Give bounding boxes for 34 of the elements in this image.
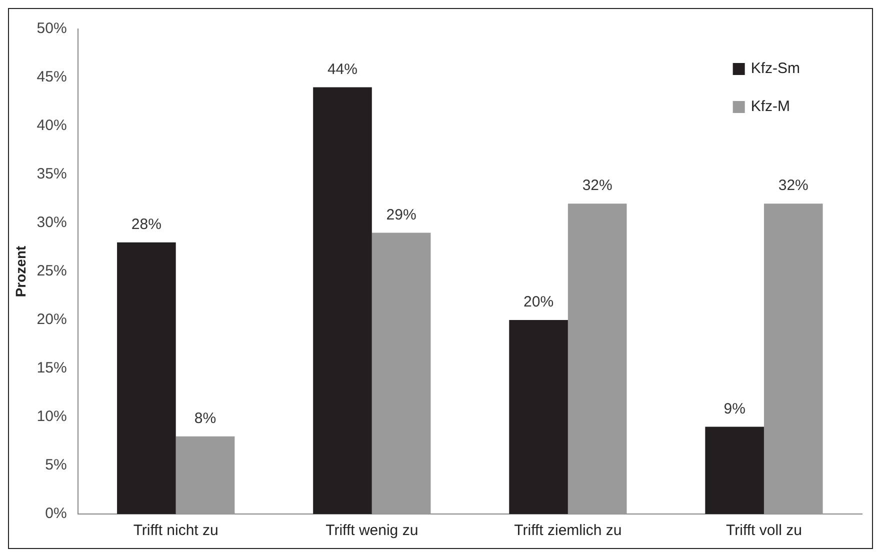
x-tick-label: Trifft voll zu (726, 522, 802, 540)
bar (372, 232, 431, 514)
y-tick-label: 15% (36, 360, 67, 377)
y-axis-title: Prozent (12, 245, 28, 298)
data-label: 28% (131, 216, 162, 234)
bar (176, 436, 235, 514)
x-tick-label: Trifft nicht zu (133, 522, 218, 540)
data-label: 32% (778, 177, 808, 194)
y-tick-label: 40% (36, 117, 67, 134)
x-tick-label: Trifft ziemlich zu (514, 522, 622, 540)
y-tick-label: 0% (45, 505, 67, 522)
bar (313, 87, 372, 514)
data-label: 29% (386, 206, 416, 224)
y-tick-label: 45% (36, 68, 67, 86)
legend-label: Kfz-Sm (750, 60, 800, 78)
bar (509, 320, 568, 514)
data-label: 8% (194, 410, 216, 428)
y-tick-label: 30% (36, 214, 67, 232)
data-label: 20% (524, 294, 554, 311)
data-label: 44% (327, 60, 358, 78)
bar (764, 204, 823, 514)
y-tick-label: 25% (36, 262, 67, 280)
legend-label: Kfz-M (750, 98, 790, 116)
y-tick-label: 50% (36, 20, 67, 38)
data-label: 9% (724, 400, 746, 418)
y-tick-label: 35% (36, 166, 67, 183)
bar (117, 242, 176, 514)
bar (705, 426, 764, 514)
y-tick-label: 5% (45, 456, 67, 474)
data-label: 32% (582, 177, 612, 194)
bar (568, 204, 627, 514)
y-tick-label: 20% (36, 311, 67, 328)
y-tick-label: 10% (36, 408, 67, 426)
x-tick-label: Trifft wenig zu (326, 522, 418, 540)
